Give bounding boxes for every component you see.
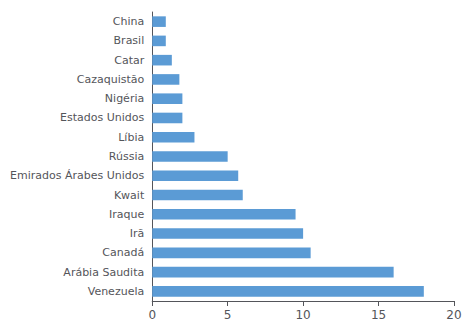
svg-text:China: China (113, 15, 144, 28)
svg-text:Irã: Irã (130, 227, 145, 240)
svg-text:Iraque: Iraque (109, 208, 144, 221)
svg-text:15: 15 (371, 308, 386, 322)
svg-text:Kwait: Kwait (114, 189, 145, 202)
svg-text:Estados Unidos: Estados Unidos (60, 111, 144, 124)
svg-text:Nigéria: Nigéria (105, 92, 144, 105)
svg-text:5: 5 (224, 308, 232, 322)
svg-text:Emirados Árabes Unidos: Emirados Árabes Unidos (10, 169, 144, 182)
svg-text:Catar: Catar (114, 54, 144, 67)
svg-text:Arábia Saudita: Arábia Saudita (63, 266, 144, 279)
svg-text:Cazaquistão: Cazaquistão (77, 73, 145, 86)
svg-text:0: 0 (148, 308, 156, 322)
svg-text:Líbia: Líbia (118, 131, 144, 144)
svg-text:Canadá: Canadá (102, 246, 144, 259)
svg-text:Rússia: Rússia (109, 150, 144, 163)
svg-text:Brasil: Brasil (114, 34, 145, 47)
svg-text:20: 20 (446, 308, 461, 322)
svg-text:Venezuela: Venezuela (88, 285, 145, 298)
svg-text:10: 10 (295, 308, 310, 322)
